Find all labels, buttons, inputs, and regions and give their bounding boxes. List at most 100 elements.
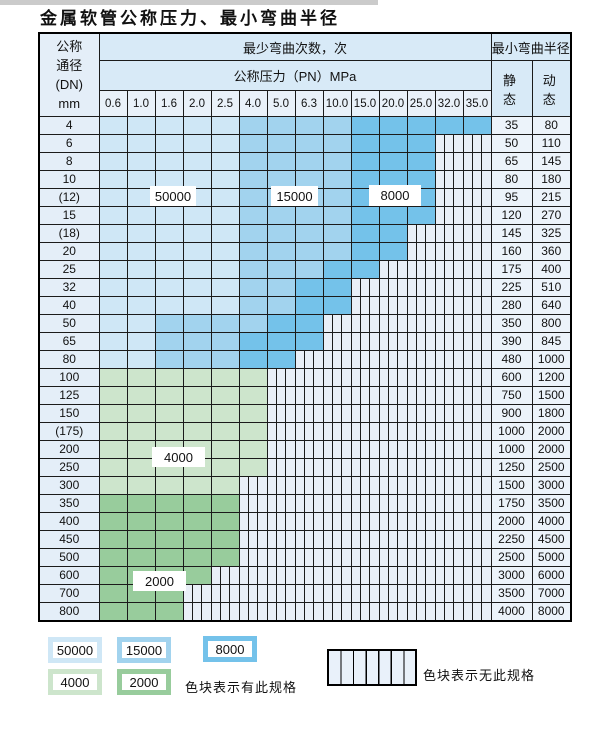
cell-dn125-p15.0-nospec — [350, 386, 380, 405]
dn-label: 65 — [38, 332, 100, 351]
cell-dn300-p20.0-nospec — [378, 476, 408, 495]
cell-dn200-p0.6-spec — [98, 440, 128, 459]
cell-dn150-p0.6-spec — [98, 404, 128, 423]
cell-dn350-p2.5-spec — [210, 494, 240, 513]
dynamic-radius-value: 325 — [531, 224, 572, 243]
cell-dn300-p2.5-spec — [210, 476, 240, 495]
cell-dn10-p32.0-nospec — [434, 170, 464, 189]
cell-dn500-p35.0-nospec — [462, 548, 492, 567]
static-radius-value: 1000 — [490, 440, 533, 459]
cell-dn(175)-p10.0-nospec — [322, 422, 352, 441]
cell-dn15-p25.0-spec — [406, 206, 436, 225]
cell-dn4-p0.6-spec — [98, 116, 128, 135]
dynamic-radius-value: 270 — [531, 206, 572, 225]
static-radius-value: 750 — [490, 386, 533, 405]
cell-dn10-p20.0-spec — [378, 170, 408, 189]
dynamic-radius-value: 1800 — [531, 404, 572, 423]
table-row-dn-800: 800 4000 8000 — [38, 602, 572, 622]
cell-dn40-p15.0-nospec — [350, 296, 380, 315]
cell-dn8-p35.0-nospec — [462, 152, 492, 171]
cell-dn250-p10.0-nospec — [322, 458, 352, 477]
corner-cell-dn: 公称 通径 (DN) mm — [38, 32, 100, 117]
cell-dn6-p25.0-spec — [406, 134, 436, 153]
cell-dn4-p5.0-spec — [266, 116, 296, 135]
cell-dn150-p1.0-spec — [126, 404, 156, 423]
cell-dn100-p15.0-nospec — [350, 368, 380, 387]
cell-dn150-p10.0-nospec — [322, 404, 352, 423]
cell-dn40-p20.0-nospec — [378, 296, 408, 315]
region-label-2000: 2000 — [133, 571, 186, 591]
cell-dn32-p20.0-nospec — [378, 278, 408, 297]
cell-dn80-p5.0-spec — [266, 350, 296, 369]
cell-dn250-p32.0-nospec — [434, 458, 464, 477]
cell-dn8-p0.6-spec — [98, 152, 128, 171]
cell-dn65-p4.0-spec — [238, 332, 268, 351]
cell-dn65-p0.6-spec — [98, 332, 128, 351]
cell-dn200-p4.0-spec — [238, 440, 268, 459]
cell-dn400-p5.0-nospec — [266, 512, 296, 531]
cell-dn20-p20.0-spec — [378, 242, 408, 261]
cell-dn125-p4.0-spec — [238, 386, 268, 405]
dynamic-radius-value: 4000 — [531, 512, 572, 531]
cell-dn(18)-p2.5-spec — [210, 224, 240, 243]
cell-dn150-p1.6-spec — [154, 404, 184, 423]
cell-dn400-p4.0-nospec — [238, 512, 268, 531]
cell-dn65-p35.0-nospec — [462, 332, 492, 351]
static-radius-value: 1500 — [490, 476, 533, 495]
cell-dn350-p2.0-spec — [182, 494, 212, 513]
cell-dn500-p2.5-spec — [210, 548, 240, 567]
cell-dn80-p2.5-spec — [210, 350, 240, 369]
cell-dn250-p6.3-nospec — [294, 458, 324, 477]
pressure-tick-15.0: 15.0 — [350, 90, 380, 117]
region-label-15000: 15000 — [271, 186, 318, 206]
cell-dn25-p32.0-nospec — [434, 260, 464, 279]
table-row-dn-200: 200 1000 2000 — [38, 440, 572, 459]
dynamic-radius-value: 4500 — [531, 530, 572, 549]
dn-label: 6 — [38, 134, 100, 153]
cell-dn450-p4.0-nospec — [238, 530, 268, 549]
cell-dn600-p25.0-nospec — [406, 566, 436, 585]
cell-dn600-p6.3-nospec — [294, 566, 324, 585]
cell-dn150-p15.0-nospec — [350, 404, 380, 423]
cell-dn350-p4.0-nospec — [238, 494, 268, 513]
cell-dn400-p25.0-nospec — [406, 512, 436, 531]
cell-dn(175)-p15.0-nospec — [350, 422, 380, 441]
cell-dn65-p1.6-spec — [154, 332, 184, 351]
cell-dn450-p1.6-spec — [154, 530, 184, 549]
cell-dn100-p1.6-spec — [154, 368, 184, 387]
cell-dn250-p2.5-spec — [210, 458, 240, 477]
static-radius-value: 1250 — [490, 458, 533, 477]
dynamic-radius-value: 145 — [531, 152, 572, 171]
cell-dn700-p2.0-nospec — [182, 584, 212, 603]
cell-dn400-p35.0-nospec — [462, 512, 492, 531]
cell-dn500-p2.0-spec — [182, 548, 212, 567]
cell-dn65-p2.0-spec — [182, 332, 212, 351]
cell-dn50-p6.3-spec — [294, 314, 324, 333]
cell-dn350-p1.0-spec — [126, 494, 156, 513]
table-row-dn-400: 400 2000 4000 — [38, 512, 572, 531]
cell-dn25-p5.0-spec — [266, 260, 296, 279]
table-row-dn-125: 125 750 1500 — [38, 386, 572, 405]
cell-dn8-p2.5-spec — [210, 152, 240, 171]
cell-dn800-p1.6-spec — [154, 602, 184, 622]
cell-dn20-p6.3-spec — [294, 242, 324, 261]
dynamic-radius-value: 180 — [531, 170, 572, 189]
cell-dn15-p4.0-spec — [238, 206, 268, 225]
cell-dn500-p5.0-nospec — [266, 548, 296, 567]
cell-dn400-p32.0-nospec — [434, 512, 464, 531]
dn-label: 40 — [38, 296, 100, 315]
cell-dn6-p15.0-spec — [350, 134, 380, 153]
cell-dn32-p4.0-spec — [238, 278, 268, 297]
cell-dn8-p2.0-spec — [182, 152, 212, 171]
static-radius-value: 225 — [490, 278, 533, 297]
header-row-2: 公称压力（PN）MPa 静 态动 态 — [39, 60, 572, 117]
dn-label: (12) — [38, 188, 100, 207]
cell-dn700-p0.6-spec — [98, 584, 128, 603]
cell-dn800-p20.0-nospec — [378, 602, 408, 622]
cell-dn450-p15.0-nospec — [350, 530, 380, 549]
cell-dn(175)-p2.5-spec — [210, 422, 240, 441]
dynamic-radius-value: 510 — [531, 278, 572, 297]
corner-line-2: (DN) — [55, 77, 83, 92]
dn-label: 800 — [38, 602, 100, 622]
header-row-1: 公称 通径 (DN) mm 最少弯曲次数，次 最小弯曲半径 — [38, 32, 572, 117]
